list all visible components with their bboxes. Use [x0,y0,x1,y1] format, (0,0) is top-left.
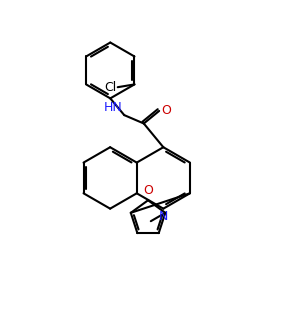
Text: O: O [143,185,153,198]
Text: HN: HN [104,101,123,114]
Text: O: O [161,105,171,117]
Text: N: N [159,210,168,223]
Text: Cl: Cl [104,81,116,94]
